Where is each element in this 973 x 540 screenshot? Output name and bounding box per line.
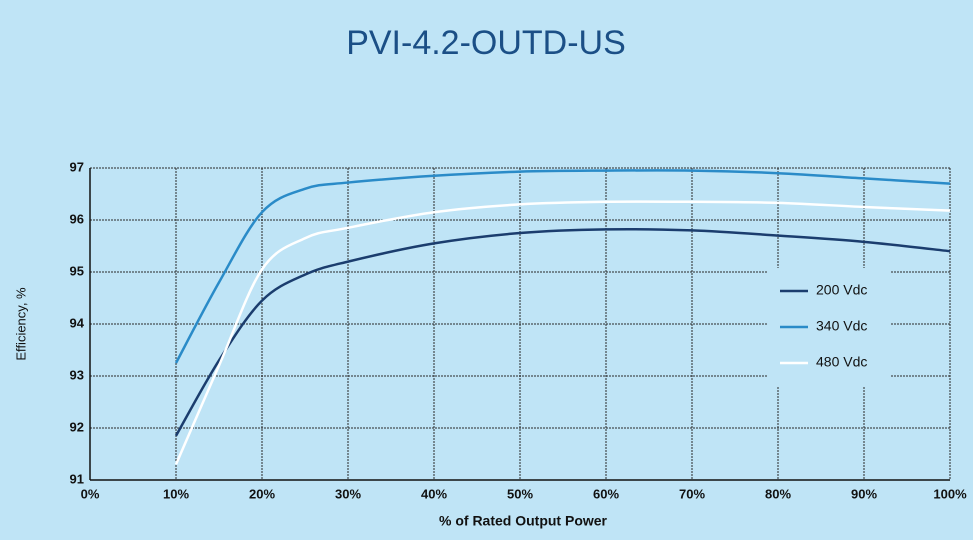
x-axis-label: % of Rated Output Power bbox=[439, 513, 608, 529]
x-tick-label: 50% bbox=[507, 486, 533, 501]
x-tick-label: 90% bbox=[851, 486, 877, 501]
x-tick-label: 10% bbox=[163, 486, 189, 501]
data-line bbox=[174, 227, 951, 437]
y-axis-label: Efficiency, % bbox=[13, 287, 28, 361]
x-tick-label: 60% bbox=[593, 486, 619, 501]
y-tick-label: 94 bbox=[70, 315, 85, 330]
x-tick-label: 40% bbox=[421, 486, 447, 501]
x-tick-label: 100% bbox=[933, 486, 967, 501]
legend: 200 Vdc 340 Vdc 480 Vdc bbox=[768, 268, 890, 386]
x-tick-label: 70% bbox=[679, 486, 705, 501]
data-line bbox=[174, 200, 951, 465]
x-tick-label: 0% bbox=[81, 486, 100, 501]
y-tick-label: 93 bbox=[70, 367, 84, 382]
x-tick-label: 80% bbox=[765, 486, 791, 501]
y-tick-label: 96 bbox=[70, 211, 84, 226]
chart-title: PVI-4.2-OUTD-US bbox=[346, 24, 626, 62]
y-tick-label: 97 bbox=[70, 159, 84, 174]
legend-label: 200 Vdc bbox=[816, 282, 867, 298]
legend-label: 480 Vdc bbox=[816, 354, 867, 370]
y-tick-label: 91 bbox=[70, 471, 84, 486]
x-tick-label: 30% bbox=[335, 486, 361, 501]
legend-label: 340 Vdc bbox=[816, 318, 867, 334]
x-tick-label: 20% bbox=[249, 486, 275, 501]
y-tick-label: 95 bbox=[70, 263, 84, 278]
data-line bbox=[174, 169, 951, 364]
y-tick-label: 92 bbox=[70, 419, 84, 434]
